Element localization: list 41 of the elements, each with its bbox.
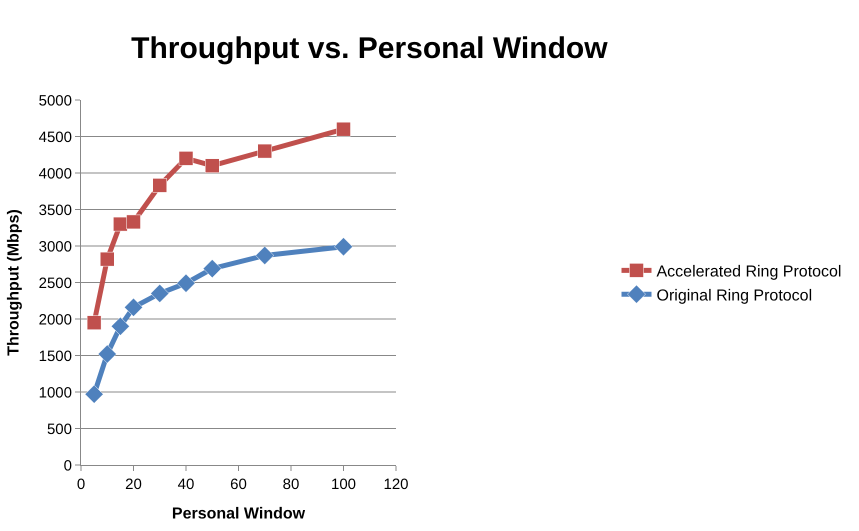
- point: [84, 384, 104, 404]
- y-axis-title: Throughput (Mbps): [6, 209, 23, 356]
- point: [152, 178, 167, 193]
- y-tick-label: 3000: [38, 238, 72, 256]
- x-tick-label: 60: [230, 476, 247, 493]
- point: [205, 158, 220, 173]
- legend-label: Accelerated Ring Protocol: [656, 264, 842, 281]
- point: [178, 151, 194, 166]
- y-tick-label: 0: [64, 457, 72, 474]
- x-tick-label: 80: [282, 476, 300, 493]
- x-tick-label: 120: [383, 476, 409, 493]
- x-tick-label: 20: [125, 476, 142, 493]
- legend-label: Original Ring Protocol: [656, 287, 812, 304]
- x-tick-label: 100: [330, 476, 356, 493]
- point: [202, 259, 222, 278]
- chart-title: Throughput vs. Personal Window: [131, 32, 608, 66]
- point: [150, 284, 170, 303]
- point: [113, 216, 128, 232]
- y-tick-label: 4000: [38, 165, 72, 182]
- point: [258, 144, 272, 158]
- x-axis-title: Personal Window: [172, 506, 306, 523]
- point: [86, 315, 102, 330]
- x-tick-label: 40: [178, 476, 194, 493]
- y-tick-label: 1500: [38, 348, 72, 365]
- point: [334, 237, 353, 256]
- y-tick-label: 4500: [38, 128, 72, 146]
- point: [255, 246, 274, 265]
- point: [124, 298, 143, 317]
- point: [111, 316, 130, 336]
- point: [98, 344, 117, 364]
- point: [100, 252, 114, 266]
- y-tick-label: 1000: [38, 384, 72, 402]
- y-tick-label: 500: [46, 420, 72, 438]
- y-tick-label: 2500: [38, 274, 72, 292]
- y-tick-label: 3500: [38, 202, 72, 219]
- x-tick-label: 0: [76, 476, 86, 493]
- point: [176, 274, 196, 293]
- point: [336, 122, 351, 136]
- y-tick-label: 5000: [38, 92, 72, 110]
- y-tick-label: 2000: [38, 311, 72, 328]
- point: [126, 214, 141, 230]
